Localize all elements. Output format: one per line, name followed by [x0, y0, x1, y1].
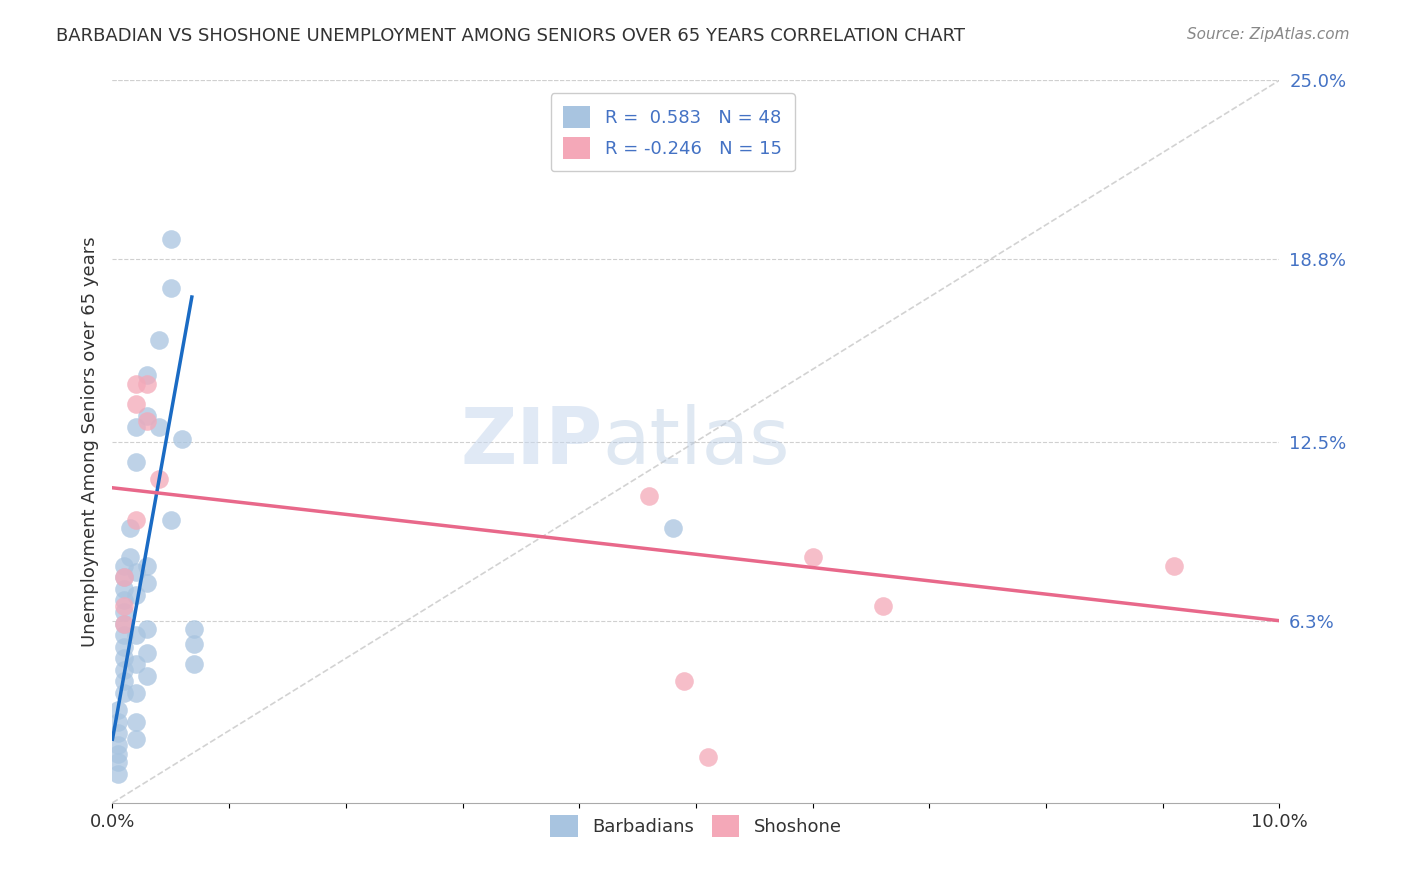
Point — [172, 432, 194, 446]
Point — [125, 420, 148, 434]
Point — [118, 550, 141, 565]
Point — [112, 599, 135, 614]
Point — [136, 376, 159, 391]
Point — [801, 550, 824, 565]
Point — [136, 368, 159, 382]
Point — [112, 605, 135, 619]
Point — [125, 714, 148, 729]
Point — [112, 558, 135, 573]
Point — [696, 749, 718, 764]
Point — [148, 420, 170, 434]
Point — [136, 414, 159, 428]
Point — [125, 732, 148, 747]
Point — [136, 668, 159, 682]
Point — [112, 616, 135, 631]
Point — [638, 102, 661, 116]
Point — [107, 738, 129, 752]
Point — [118, 521, 141, 535]
Point — [125, 588, 148, 602]
Y-axis label: Unemployment Among Seniors over 65 years: Unemployment Among Seniors over 65 years — [80, 236, 98, 647]
Point — [1163, 558, 1185, 573]
Point — [160, 281, 183, 295]
Point — [107, 726, 129, 740]
Point — [125, 628, 148, 642]
Point — [112, 593, 135, 607]
Point — [160, 512, 183, 526]
Point — [183, 657, 205, 671]
Point — [112, 686, 135, 700]
Point — [136, 576, 159, 591]
Point — [125, 657, 148, 671]
Point — [136, 409, 159, 423]
Point — [125, 686, 148, 700]
Point — [148, 472, 170, 486]
Point — [673, 674, 696, 689]
Point — [112, 616, 135, 631]
Point — [125, 455, 148, 469]
Point — [125, 397, 148, 411]
Point — [107, 714, 129, 729]
Point — [112, 582, 135, 596]
Point — [107, 747, 129, 761]
Point — [148, 334, 170, 348]
Point — [136, 646, 159, 660]
Text: ZIP: ZIP — [460, 403, 603, 480]
Point — [107, 767, 129, 781]
Point — [107, 756, 129, 770]
Point — [160, 232, 183, 246]
Legend: Barbadians, Shoshone: Barbadians, Shoshone — [543, 808, 849, 845]
Point — [112, 570, 135, 584]
Point — [661, 521, 683, 535]
Text: Source: ZipAtlas.com: Source: ZipAtlas.com — [1187, 27, 1350, 42]
Point — [136, 623, 159, 637]
Point — [125, 512, 148, 526]
Point — [112, 663, 135, 677]
Text: BARBADIAN VS SHOSHONE UNEMPLOYMENT AMONG SENIORS OVER 65 YEARS CORRELATION CHART: BARBADIAN VS SHOSHONE UNEMPLOYMENT AMONG… — [56, 27, 966, 45]
Point — [112, 570, 135, 584]
Text: atlas: atlas — [603, 403, 790, 480]
Point — [107, 703, 129, 717]
Point — [638, 490, 661, 504]
Point — [112, 674, 135, 689]
Point — [136, 558, 159, 573]
Point — [112, 651, 135, 665]
Point — [112, 628, 135, 642]
Point — [183, 637, 205, 651]
Point — [112, 640, 135, 654]
Point — [872, 599, 894, 614]
Point — [125, 376, 148, 391]
Point — [183, 623, 205, 637]
Point — [125, 565, 148, 579]
